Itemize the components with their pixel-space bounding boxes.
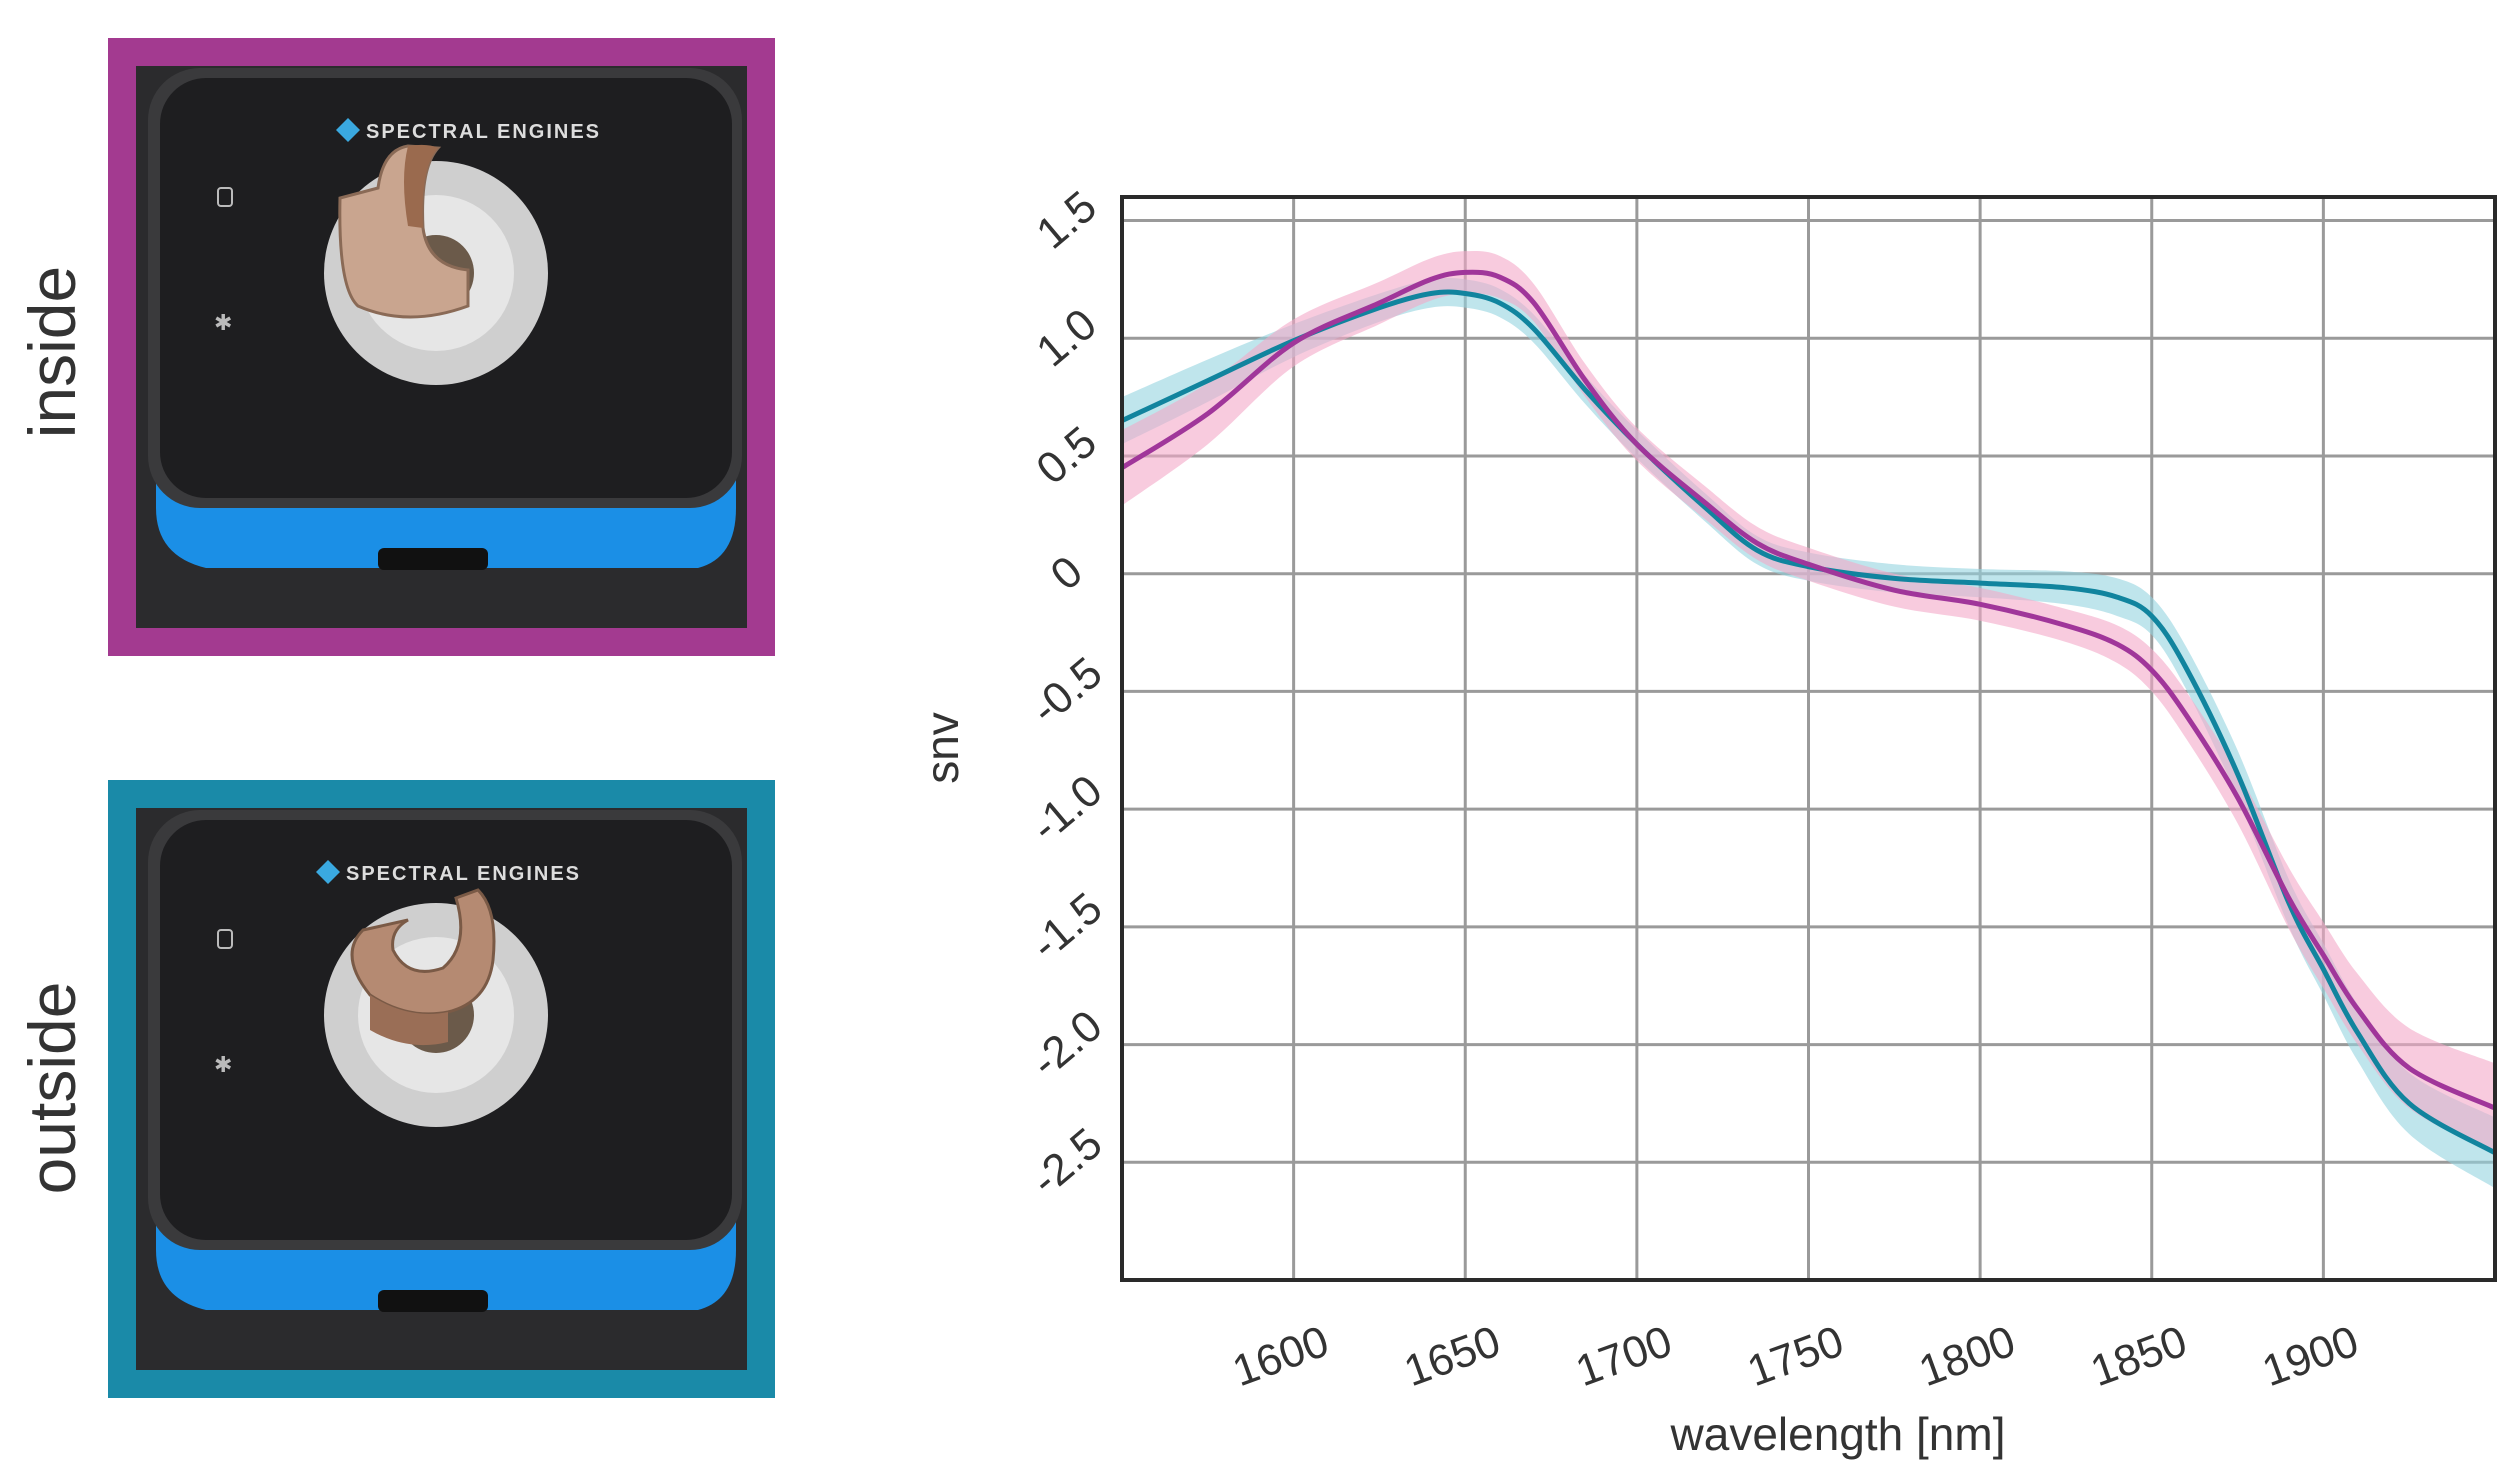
x-tick-label: 1600 (1226, 1317, 1335, 1397)
y-tick-label: -2.0 (1022, 1001, 1112, 1087)
photo-inside: SPECTRAL ENGINES ✱ (108, 38, 775, 656)
y-tick-label: 1.5 (1028, 182, 1106, 259)
bluetooth-icon: ✱ (214, 310, 232, 335)
x-tick-label: 1750 (1741, 1317, 1850, 1397)
sample-piece (350, 888, 496, 1016)
x-tick-label: 1850 (2084, 1317, 2193, 1397)
lock-icon (217, 929, 233, 949)
device-brand: SPECTRAL ENGINES (346, 863, 581, 885)
plot-frame (1120, 195, 2497, 1282)
x-tick-label: 1800 (1913, 1317, 2022, 1397)
device-port (378, 548, 488, 570)
y-tick-label: 0 (1042, 547, 1092, 600)
line-inside (1120, 269, 2497, 1111)
x-tick-label: 1650 (1398, 1317, 1507, 1397)
device-brand: SPECTRAL ENGINES (366, 121, 601, 143)
y-tick-labels: 1.5 1.0 0.5 0 -0.5 -1.0 -1.5 -2.0 -2.5 (1022, 182, 1112, 1205)
sample-piece-edge (404, 144, 438, 228)
logo-mark-icon (316, 860, 340, 884)
y-tick-label: 0.5 (1028, 417, 1106, 494)
x-axis-label: wavelength [nm] (1670, 1408, 2006, 1460)
y-tick-label: -0.5 (1022, 648, 1112, 734)
device-photo-outside: SPECTRAL ENGINES ✱ (108, 780, 775, 1398)
y-tick-label: -1.0 (1022, 766, 1112, 852)
bluetooth-icon: ✱ (214, 1052, 232, 1077)
series-lines (1120, 269, 2497, 1156)
sample-piece-edge (370, 995, 448, 1046)
photo-outside: SPECTRAL ENGINES ✱ (108, 780, 775, 1398)
spectral-engines-logo: SPECTRAL ENGINES (336, 118, 601, 143)
y-axis-label: snv (916, 712, 968, 784)
x-tick-label: 1700 (1570, 1317, 1679, 1397)
y-tick-label: -2.5 (1022, 1119, 1112, 1205)
grid (1122, 197, 2495, 1280)
logo-mark-icon (336, 118, 360, 142)
x-tick-labels: 1600 1650 1700 1750 1800 1850 1900 (1226, 1317, 2364, 1397)
spectral-engines-logo: SPECTRAL ENGINES (316, 860, 581, 885)
device-port (378, 1290, 488, 1312)
sample-piece (338, 144, 470, 319)
device-photo-inside: SPECTRAL ENGINES ✱ (108, 38, 775, 656)
y-tick-label: -1.5 (1022, 883, 1112, 969)
y-tick-label: 1.0 (1028, 299, 1106, 376)
lock-icon (217, 187, 233, 207)
x-tick-label: 1900 (2256, 1317, 2365, 1397)
